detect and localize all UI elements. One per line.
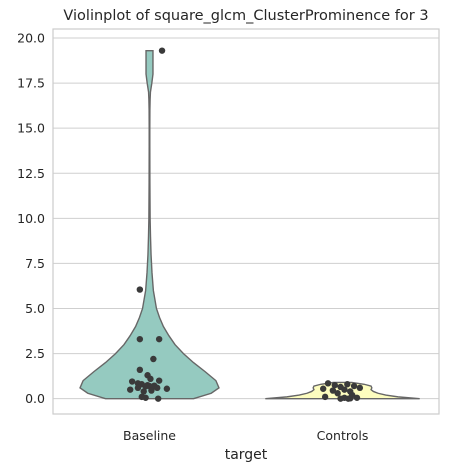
data-point [140,388,147,395]
data-point [154,395,162,402]
chart-title: Violinplot of square_glcm_ClusterPromine… [63,8,428,24]
x-axis-label: target [225,447,268,463]
data-point [337,395,344,402]
data-point [353,394,361,401]
data-point [163,385,171,392]
data-point [128,378,136,385]
data-point [356,384,364,392]
plot-frame [52,28,440,415]
x-tick-label: Controls [317,428,369,443]
points-layer [127,47,364,402]
data-point [127,386,134,393]
data-point [334,390,341,397]
data-point [136,286,144,293]
y-tick-label: 7.5 [25,256,45,271]
data-point [344,381,351,388]
data-point [134,384,142,392]
y-tick-label: 15.0 [17,121,45,136]
y-tick-label: 2.5 [25,346,45,361]
data-point [321,393,329,401]
y-tick-label: 20.0 [17,31,45,46]
y-tick-label: 17.5 [17,76,45,91]
data-point [155,377,163,384]
data-point [329,387,337,394]
data-point [324,380,332,387]
data-point [320,385,327,392]
data-point [148,387,155,394]
data-point [150,355,157,363]
data-point [345,395,352,402]
y-tick-label: 12.5 [17,166,45,181]
data-point [331,381,338,389]
y-tick-label: 0.0 [25,391,45,406]
y-tick-label: 10.0 [17,211,45,226]
data-point [142,394,149,401]
x-tick-labels: Baseline Controls [123,428,368,443]
data-point [158,47,166,54]
data-point [341,386,348,393]
data-point [154,384,161,392]
y-tick-label: 5.0 [25,301,45,316]
violin-baseline [79,49,220,400]
data-point [136,335,144,343]
x-tick-label: Baseline [123,428,176,443]
data-point [142,383,149,390]
y-tick-labels: 0.0 2.5 5.0 7.5 10.0 12.5 15.0 17.5 20.0 [17,31,45,407]
data-point [350,382,358,390]
data-point [147,375,154,383]
data-point [136,366,144,374]
data-point [155,335,163,343]
